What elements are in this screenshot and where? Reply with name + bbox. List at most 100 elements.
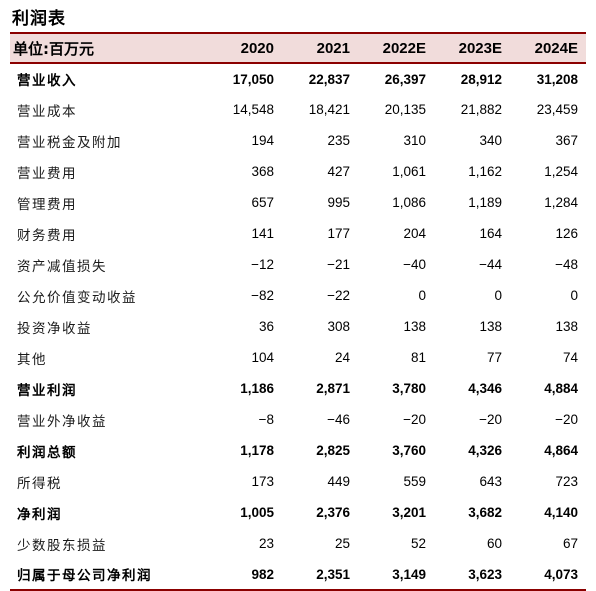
row-label: 营业利润: [17, 382, 77, 399]
row-value: 308: [327, 319, 350, 334]
row-value: 126: [555, 226, 578, 241]
table-row: 投资净收益 36 308 138 138 138: [10, 311, 586, 342]
row-value: 340: [479, 133, 502, 148]
row-label: 投资净收益: [17, 320, 92, 337]
row-value: 1,061: [392, 164, 426, 179]
row-value: 3,780: [392, 381, 426, 396]
row-label: 营业外净收益: [17, 413, 107, 430]
year-header: 2023E: [434, 34, 510, 64]
row-value: 14,548: [232, 102, 274, 117]
row-value: 2,825: [316, 443, 350, 458]
table-row: 净利润 1,005 2,376 3,201 3,682 4,140: [10, 497, 586, 528]
row-label: 利润总额: [17, 444, 77, 461]
row-value: 4,140: [544, 505, 578, 520]
row-value: 449: [327, 474, 350, 489]
table-row: 所得税 173 449 559 643 723: [10, 466, 586, 497]
table-row: 利润总额 1,178 2,825 3,760 4,326 4,864: [10, 435, 586, 466]
row-value: −48: [555, 257, 578, 272]
row-value: 17,050: [232, 71, 274, 87]
row-value: 18,421: [308, 102, 350, 117]
row-value: 138: [555, 319, 578, 334]
row-value: 28,912: [460, 71, 502, 87]
row-label: 其他: [17, 351, 47, 368]
row-value: −40: [403, 257, 426, 272]
row-value: 138: [479, 319, 502, 334]
row-value: 2,351: [316, 566, 350, 582]
row-label: 净利润: [17, 506, 62, 523]
row-value: 367: [555, 133, 578, 148]
row-value: 235: [327, 133, 350, 148]
row-value: 52: [410, 536, 426, 551]
row-value: −20: [555, 412, 578, 427]
row-value: 4,346: [468, 381, 502, 396]
row-value: 177: [327, 226, 350, 241]
row-label: 营业费用: [17, 165, 77, 182]
row-value: 982: [251, 566, 274, 582]
page-title: 利润表: [12, 9, 66, 29]
row-value: −21: [327, 257, 350, 272]
row-value: 3,682: [468, 505, 502, 520]
row-value: 1,189: [468, 195, 502, 210]
table-row: 管理费用 657 995 1,086 1,189 1,284: [10, 187, 586, 218]
row-value: 310: [403, 133, 426, 148]
row-value: 23,459: [536, 102, 578, 117]
row-value: −20: [403, 412, 426, 427]
row-value: 20,135: [384, 102, 426, 117]
row-label: 资产减值损失: [17, 258, 107, 275]
row-value: 643: [479, 474, 502, 489]
row-label: 营业税金及附加: [17, 134, 122, 151]
row-value: 24: [334, 350, 350, 365]
row-value: 3,623: [468, 566, 502, 582]
row-label: 少数股东损益: [17, 537, 107, 554]
table-body: 营业收入 17,050 22,837 26,397 28,912 31,208 营业成本 14…: [10, 63, 586, 590]
row-label: 所得税: [17, 475, 62, 492]
row-value: 1,254: [544, 164, 578, 179]
table-row: 营业成本 14,548 18,421 20,135 21,882 23,459: [10, 94, 586, 125]
title-rule: [10, 32, 586, 34]
row-value: 3,149: [392, 566, 426, 582]
row-value: 173: [251, 474, 274, 489]
row-value: −22: [327, 288, 350, 303]
row-value: 31,208: [536, 71, 578, 87]
row-value: 21,882: [460, 102, 502, 117]
row-value: 0: [418, 288, 426, 303]
row-value: 74: [562, 350, 578, 365]
row-value: 368: [251, 164, 274, 179]
row-value: 60: [486, 536, 502, 551]
income-table: 单位:百万元 2020 2021 2022E 2023E 2024E 营业收入 1…: [10, 34, 586, 591]
table-row: 营业外净收益 −8 −46 −20 −20 −20: [10, 404, 586, 435]
table-row: 营业收入 17,050 22,837 26,397 28,912 31,208: [10, 63, 586, 94]
row-value: −82: [251, 288, 274, 303]
row-value: 141: [251, 226, 274, 241]
row-value: 81: [410, 350, 426, 365]
row-value: 77: [486, 350, 502, 365]
row-value: 657: [251, 195, 274, 210]
table-row: 归属于母公司净利润 982 2,351 3,149 3,623 4,073: [10, 559, 586, 590]
row-value: 3,201: [392, 505, 426, 520]
row-value: −44: [479, 257, 502, 272]
table-row: 营业利润 1,186 2,871 3,780 4,346 4,884: [10, 373, 586, 404]
row-value: 204: [403, 226, 426, 241]
row-value: 25: [334, 536, 350, 551]
row-value: 1,086: [392, 195, 426, 210]
row-value: 4,864: [544, 443, 578, 458]
year-header: 2022E: [358, 34, 434, 64]
table-row: 营业税金及附加 194 235 310 340 367: [10, 125, 586, 156]
row-value: 1,162: [468, 164, 502, 179]
row-value: 1,284: [544, 195, 578, 210]
row-value: 995: [327, 195, 350, 210]
row-value: 26,397: [384, 71, 426, 87]
row-value: 1,178: [240, 443, 274, 458]
row-value: 164: [479, 226, 502, 241]
row-value: 2,376: [316, 505, 350, 520]
row-value: 4,326: [468, 443, 502, 458]
row-label: 财务费用: [17, 227, 77, 244]
row-value: −12: [251, 257, 274, 272]
table-header-row: 单位:百万元 2020 2021 2022E 2023E 2024E: [10, 34, 586, 64]
row-value: 4,884: [544, 381, 578, 396]
row-value: −46: [327, 412, 350, 427]
row-label: 归属于母公司净利润: [17, 568, 152, 584]
row-value: 22,837: [308, 71, 350, 87]
row-value: 0: [570, 288, 578, 303]
row-value: 1,005: [240, 505, 274, 520]
